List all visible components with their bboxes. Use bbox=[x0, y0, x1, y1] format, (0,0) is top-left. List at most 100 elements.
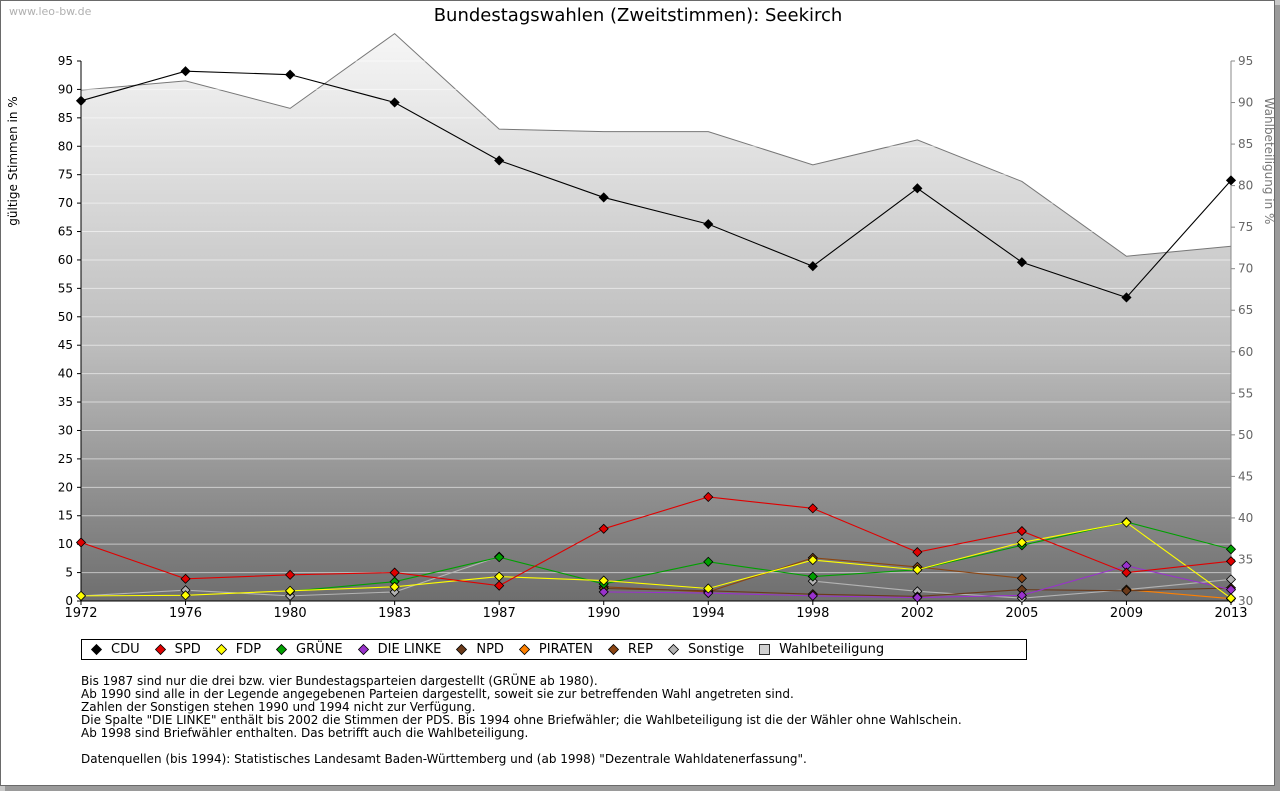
data-point bbox=[1016, 257, 1027, 268]
note-line: Zahlen der Sonstigen stehen 1990 und 199… bbox=[81, 700, 476, 714]
y-tick-label: 20 bbox=[58, 480, 73, 494]
legend-entry: Sonstige bbox=[667, 642, 744, 657]
y2-tick-label: 40 bbox=[1238, 511, 1253, 525]
chart-title: Bundestagswahlen (Zweitstimmen): Seekirc… bbox=[434, 5, 843, 26]
y2-tick-label: 50 bbox=[1238, 428, 1253, 442]
data-point bbox=[807, 590, 818, 601]
legend-marker bbox=[154, 643, 167, 656]
legend-entry: FDP bbox=[215, 642, 261, 657]
y-tick-label: 30 bbox=[58, 423, 73, 437]
data-point bbox=[912, 564, 923, 575]
series-fdp bbox=[75, 517, 1237, 604]
data-point bbox=[1225, 593, 1237, 604]
legend-marker bbox=[215, 643, 228, 656]
legend-label: GRÜNE bbox=[296, 642, 343, 657]
data-point bbox=[494, 155, 505, 166]
y2-tick-label: 35 bbox=[1238, 552, 1253, 566]
data-point bbox=[1016, 526, 1027, 537]
data-point bbox=[75, 537, 87, 548]
legend-label: PIRATEN bbox=[538, 642, 593, 657]
data-point bbox=[598, 192, 609, 203]
legend-label: NPD bbox=[476, 642, 504, 657]
data-point bbox=[180, 66, 191, 77]
x-tick-label: 1983 bbox=[378, 606, 411, 621]
legend-marker bbox=[518, 643, 531, 656]
y-tick-label: 95 bbox=[58, 54, 73, 68]
data-point bbox=[703, 219, 714, 230]
legend-entry: Wahlbeteiligung bbox=[758, 642, 884, 657]
y2-tick-label: 65 bbox=[1238, 303, 1253, 317]
data-point bbox=[285, 69, 296, 80]
legend-entry: SPD bbox=[154, 642, 201, 657]
data-point bbox=[598, 523, 609, 534]
x-tick-label: 1980 bbox=[274, 606, 307, 621]
legend-entry: NPD bbox=[455, 642, 504, 657]
data-point bbox=[598, 586, 609, 597]
y-tick-label: 35 bbox=[58, 395, 73, 409]
data-point bbox=[807, 503, 818, 514]
data-point bbox=[1225, 175, 1237, 186]
legend-marker bbox=[275, 643, 288, 656]
data-point bbox=[598, 575, 609, 586]
data-point bbox=[180, 590, 191, 601]
legend-entry: REP bbox=[607, 642, 653, 657]
data-point bbox=[912, 547, 923, 558]
y-tick-label: 40 bbox=[58, 367, 73, 381]
data-point bbox=[75, 590, 87, 601]
x-tick-label: 2009 bbox=[1110, 606, 1143, 621]
x-tick-label: 1976 bbox=[169, 606, 202, 621]
y2-tick-label: 80 bbox=[1238, 179, 1253, 193]
data-point bbox=[75, 95, 87, 106]
watermark: www.leo-bw.de bbox=[9, 5, 92, 18]
data-point bbox=[285, 585, 296, 596]
y-tick-label: 25 bbox=[58, 452, 73, 466]
y2-tick-label: 30 bbox=[1238, 594, 1253, 608]
legend-label: SPD bbox=[174, 642, 201, 657]
series-line bbox=[1126, 589, 1232, 600]
legend-entry: GRÜNE bbox=[275, 642, 343, 657]
series-cdu bbox=[75, 66, 1237, 303]
note-line: Ab 1998 sind Briefwähler enthalten. Das … bbox=[81, 726, 529, 740]
y-tick-label: 90 bbox=[58, 82, 73, 96]
y2-tick-label: 95 bbox=[1238, 54, 1253, 68]
y2-tick-label: 55 bbox=[1238, 386, 1253, 400]
legend-entry: PIRATEN bbox=[518, 642, 593, 657]
data-point bbox=[703, 491, 714, 503]
y2-tick-label: 70 bbox=[1238, 262, 1253, 276]
legend-label: Sonstige bbox=[687, 642, 745, 657]
legend-label: FDP bbox=[235, 642, 262, 657]
data-point bbox=[494, 552, 505, 563]
data-point bbox=[494, 580, 505, 591]
y-tick-label: 50 bbox=[58, 310, 73, 324]
legend-label: REP bbox=[627, 642, 653, 657]
x-tick-label: 2005 bbox=[1005, 606, 1038, 621]
data-point bbox=[807, 571, 818, 582]
data-point bbox=[807, 261, 818, 272]
legend-marker bbox=[90, 643, 103, 656]
data-point bbox=[1016, 537, 1027, 548]
legend-marker bbox=[758, 643, 771, 656]
y-tick-label: 65 bbox=[58, 225, 73, 239]
y-tick-label: 55 bbox=[58, 281, 73, 295]
series-line bbox=[80, 521, 1232, 599]
legend-label: DIE LINKE bbox=[377, 642, 442, 657]
y2-tick-label: 85 bbox=[1238, 137, 1253, 151]
x-tick-label: 1987 bbox=[483, 606, 516, 621]
data-point bbox=[703, 556, 714, 567]
legend-label: Wahlbeteiligung bbox=[779, 642, 885, 657]
legend-marker bbox=[667, 643, 680, 656]
legend-label: CDU bbox=[111, 642, 140, 657]
legend-marker bbox=[607, 643, 620, 656]
x-tick-label: 1998 bbox=[796, 606, 829, 621]
plot-area: 0 5 10 15 20 25 30 35 40 45 50 55 60 65 70 75 80 85 90 95 30… bbox=[58, 32, 1253, 621]
y-tick-label: 45 bbox=[58, 338, 73, 352]
data-point bbox=[912, 183, 923, 194]
data-point bbox=[912, 592, 923, 603]
legend-marker bbox=[357, 643, 370, 656]
note-line: Bis 1987 sind nur die drei bzw. vier Bun… bbox=[81, 674, 598, 688]
sources-line: Datenquellen (bis 1994): Statistisches L… bbox=[81, 752, 807, 766]
y-tick-label: 60 bbox=[58, 253, 73, 267]
series-line bbox=[80, 70, 1232, 299]
